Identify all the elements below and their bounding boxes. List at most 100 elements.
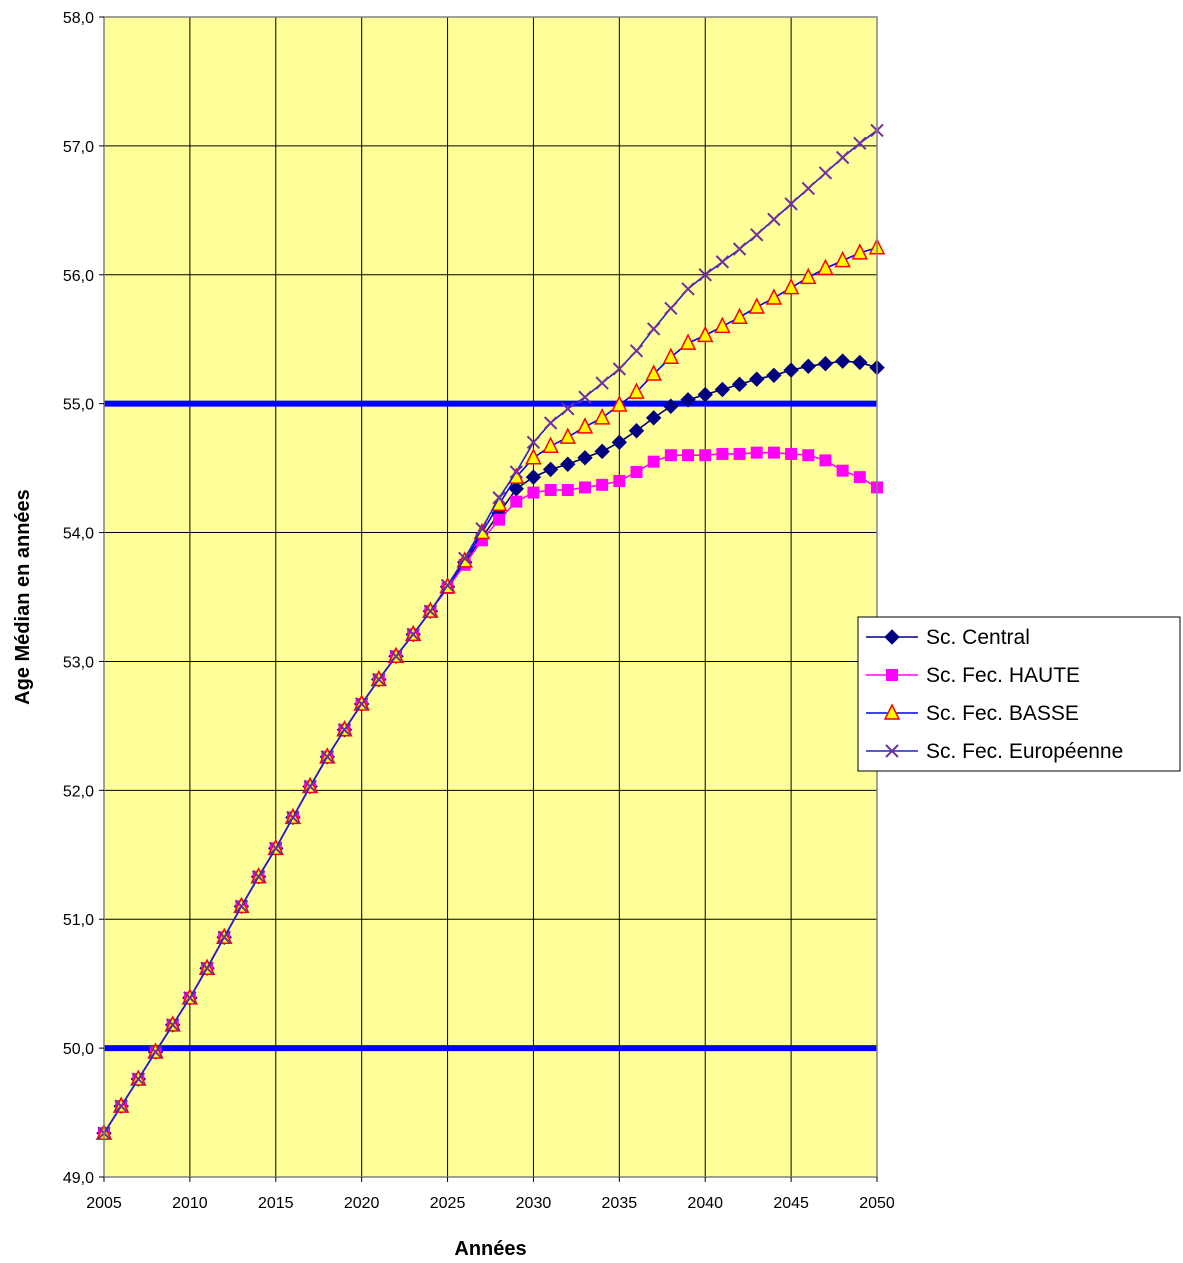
reference-lines <box>104 400 877 1052</box>
legend-box <box>857 616 1181 772</box>
data-point <box>628 382 645 399</box>
data-point <box>767 446 780 459</box>
data-point <box>715 255 730 269</box>
data-point <box>594 443 610 460</box>
x-tick-label: 2025 <box>430 1195 466 1212</box>
x-tick-label: 2015 <box>258 1195 294 1212</box>
y-tick-label: 56,0 <box>63 268 94 285</box>
data-point <box>697 386 713 403</box>
legend-marker <box>885 744 899 758</box>
data-point <box>697 325 714 343</box>
data-point <box>251 869 266 884</box>
legend-item: Sc. Fec. BASSE <box>866 702 1079 725</box>
data-point <box>645 410 662 426</box>
data-point <box>526 435 541 450</box>
legend-item: Sc. Fec. HAUTE <box>866 664 1080 687</box>
series-3 <box>97 123 884 1140</box>
x-tick-label: 2035 <box>602 1195 638 1212</box>
data-point <box>131 1072 146 1086</box>
data-point <box>765 288 783 305</box>
data-point <box>662 347 680 365</box>
legend-label: Sc. Fec. Européenne <box>926 740 1123 763</box>
data-point <box>509 465 523 479</box>
data-point <box>647 455 660 468</box>
data-point <box>544 484 557 497</box>
data-point <box>679 333 697 350</box>
data-point <box>785 447 798 460</box>
data-point <box>234 899 249 914</box>
data-point <box>818 166 833 180</box>
data-point <box>595 376 609 390</box>
y-tick-label: 53,0 <box>63 654 94 671</box>
data-point <box>389 649 403 663</box>
data-point <box>492 491 506 505</box>
legend-label: Sc. Central <box>926 626 1030 649</box>
data-point <box>630 465 643 478</box>
data-point <box>217 930 231 944</box>
data-point <box>423 604 438 618</box>
legend: Sc. Central Sc. Fec. HAUTE Sc. Fec. BASSE S… <box>857 616 1181 772</box>
x-tick-label: 2045 <box>773 1195 809 1212</box>
data-point <box>525 469 542 485</box>
data-point <box>817 258 834 276</box>
data-point <box>320 750 335 764</box>
y-tick-label: 50,0 <box>63 1041 94 1058</box>
data-point <box>542 461 559 478</box>
data-point <box>819 454 832 467</box>
y-tick-label: 55,0 <box>63 397 94 414</box>
data-point <box>731 307 748 325</box>
x-tick-label: 2010 <box>172 1195 208 1212</box>
data-point <box>834 250 851 268</box>
x-tick-label: 2005 <box>86 1195 122 1212</box>
data-point <box>561 484 574 497</box>
data-point <box>577 450 593 466</box>
data-point <box>475 521 489 536</box>
legend-marker <box>883 703 901 720</box>
plot-area-background <box>104 17 877 1177</box>
data-point <box>611 395 628 412</box>
data-point <box>458 551 472 566</box>
data-point <box>749 371 765 387</box>
data-point <box>664 301 678 315</box>
legend-item: Sc. Central <box>866 626 1030 649</box>
legend-label: Sc. Fec. HAUTE <box>926 664 1080 687</box>
data-point <box>578 481 591 494</box>
data-point <box>114 1099 128 1113</box>
data-point <box>663 398 679 414</box>
data-point <box>560 456 576 472</box>
series-lines <box>95 123 886 1141</box>
data-point <box>852 354 868 371</box>
data-point <box>836 464 849 477</box>
data-point <box>612 362 627 376</box>
data-point <box>559 427 577 444</box>
data-point <box>853 136 867 151</box>
data-point <box>731 376 748 393</box>
x-tick-label: 2040 <box>687 1195 723 1212</box>
data-point <box>801 181 815 196</box>
data-point <box>645 364 662 381</box>
y-tick-label: 54,0 <box>63 526 94 543</box>
data-point <box>629 344 644 358</box>
data-point <box>714 381 731 398</box>
data-point <box>733 447 746 460</box>
data-point <box>183 991 197 1005</box>
data-point <box>680 392 696 408</box>
legend-label: Sc. Fec. BASSE <box>926 702 1079 725</box>
data-point <box>543 416 558 430</box>
data-point <box>851 243 869 260</box>
data-point <box>354 697 369 711</box>
y-tick-label: 49,0 <box>63 1170 94 1187</box>
data-point <box>750 228 764 242</box>
data-point <box>664 449 677 462</box>
data-point <box>646 322 661 336</box>
data-point <box>440 578 455 593</box>
data-point <box>714 316 731 334</box>
data-point <box>493 513 506 526</box>
data-point <box>372 672 386 687</box>
data-point <box>611 434 628 451</box>
legend-item: Sc. Fec. Européenne <box>866 740 1123 763</box>
data-point <box>698 268 712 282</box>
axis-tick-labels: 49,0 50,0 51,0 52,0 53,0 54,0 55,0 56,0 57,0 58,0… <box>63 10 895 1212</box>
x-axis-title: Années <box>454 1238 526 1260</box>
